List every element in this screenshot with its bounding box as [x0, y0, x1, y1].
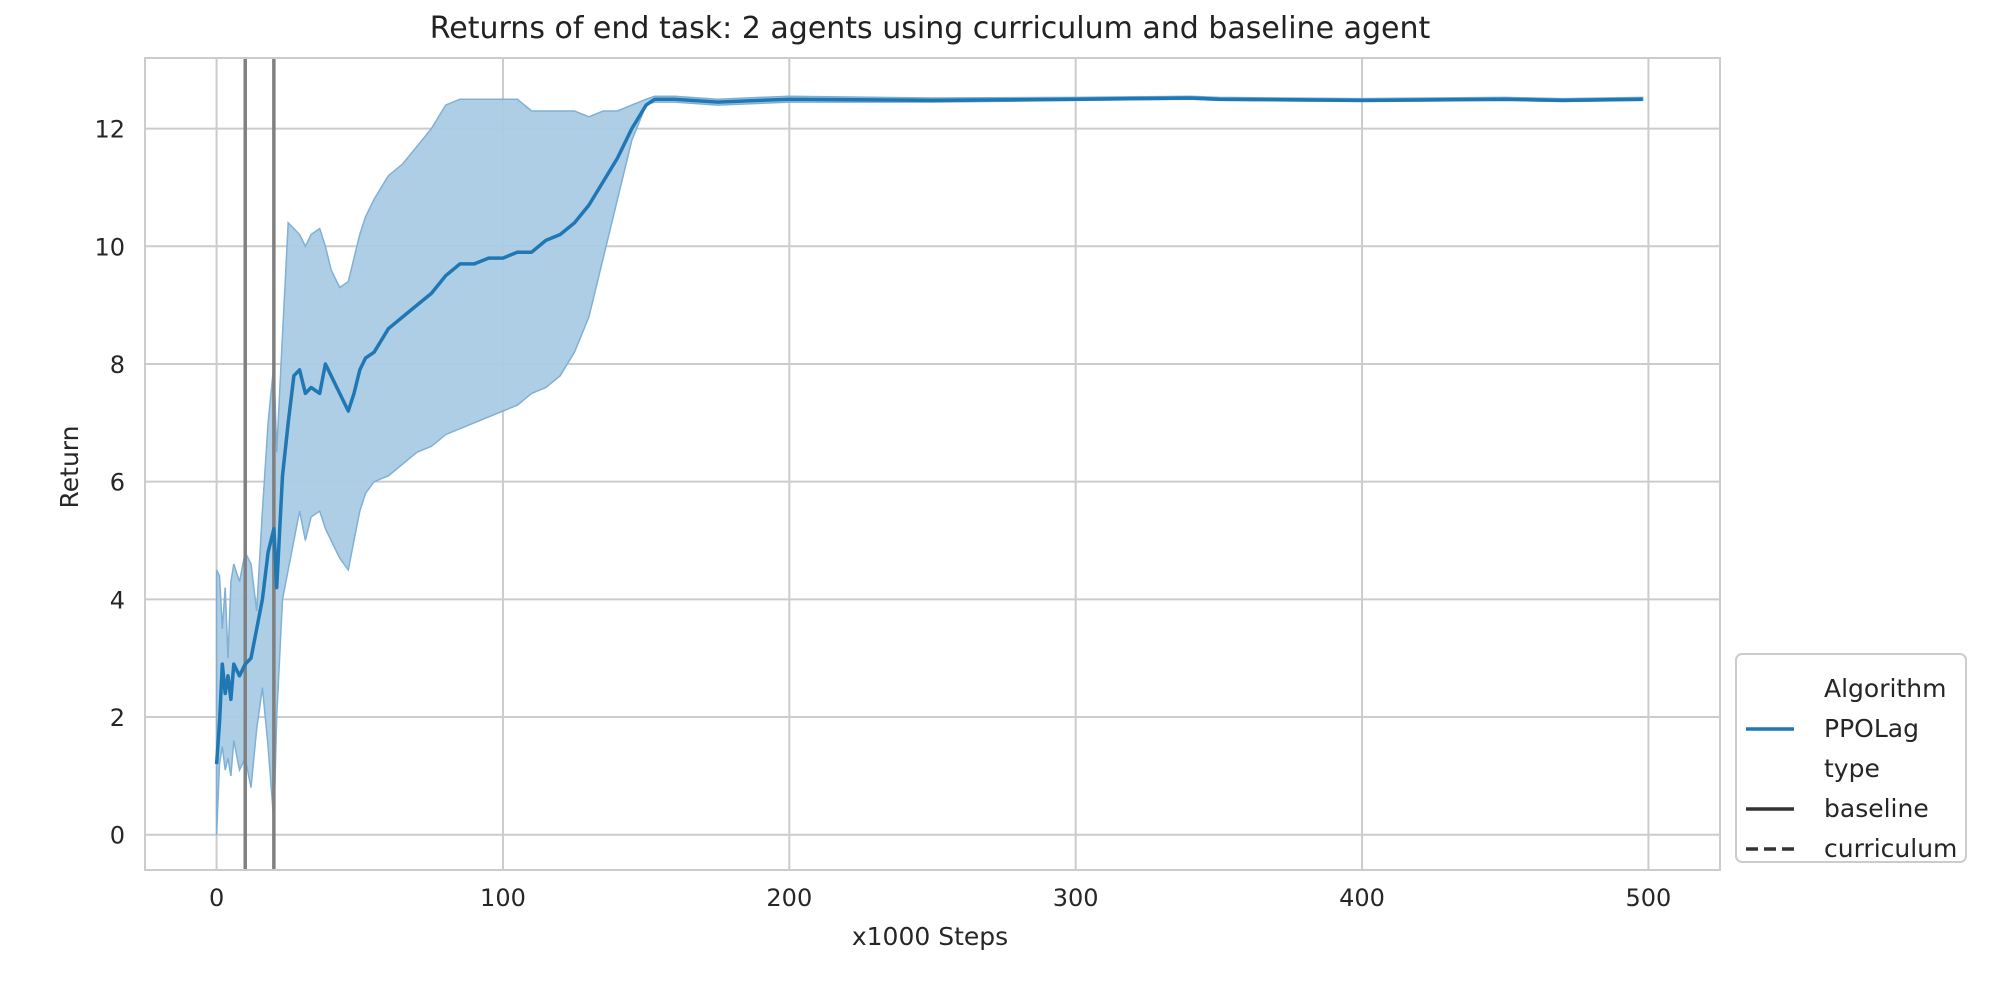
- series-lines: [214, 96, 1643, 765]
- legend-label-ppolag: PPOLag: [1824, 714, 1919, 743]
- y-tick-label: 6: [110, 469, 125, 497]
- x-axis-label: x1000 Steps: [852, 922, 1008, 951]
- x-tick-label: 300: [1053, 884, 1099, 912]
- y-tick-labels: 0 2 4 6 8 10 12: [94, 116, 125, 850]
- y-tick-label: 12: [94, 116, 125, 144]
- x-tick-label: 0: [209, 884, 224, 912]
- x-tick-label: 500: [1626, 884, 1672, 912]
- y-axis-label: Return: [55, 426, 84, 509]
- grid: [145, 58, 1720, 870]
- y-tick-label: 8: [110, 351, 125, 379]
- x-tick-label: 200: [766, 884, 812, 912]
- x-tick-labels: 0 100 200 300 400 500: [209, 884, 1671, 912]
- y-tick-label: 2: [110, 704, 125, 732]
- vertical-markers: [243, 58, 276, 870]
- legend-label-algorithm: Algorithm: [1824, 674, 1946, 703]
- legend-label-curriculum: curriculum: [1824, 834, 1957, 863]
- chart-title: Returns of end task: 2 agents using curr…: [430, 11, 1431, 46]
- y-tick-label: 0: [110, 822, 125, 850]
- y-tick-label: 10: [94, 233, 125, 261]
- x-tick-label: 400: [1339, 884, 1385, 912]
- legend-label-type: type: [1824, 754, 1880, 783]
- line-ppolag: [214, 96, 1643, 765]
- y-tick-label: 4: [110, 586, 125, 614]
- plot-frame: [144, 57, 1721, 871]
- legend: Algorithm PPOLag type baseline curriculum: [1735, 653, 1967, 863]
- legend-label-baseline: baseline: [1824, 794, 1929, 823]
- x-tick-label: 100: [480, 884, 526, 912]
